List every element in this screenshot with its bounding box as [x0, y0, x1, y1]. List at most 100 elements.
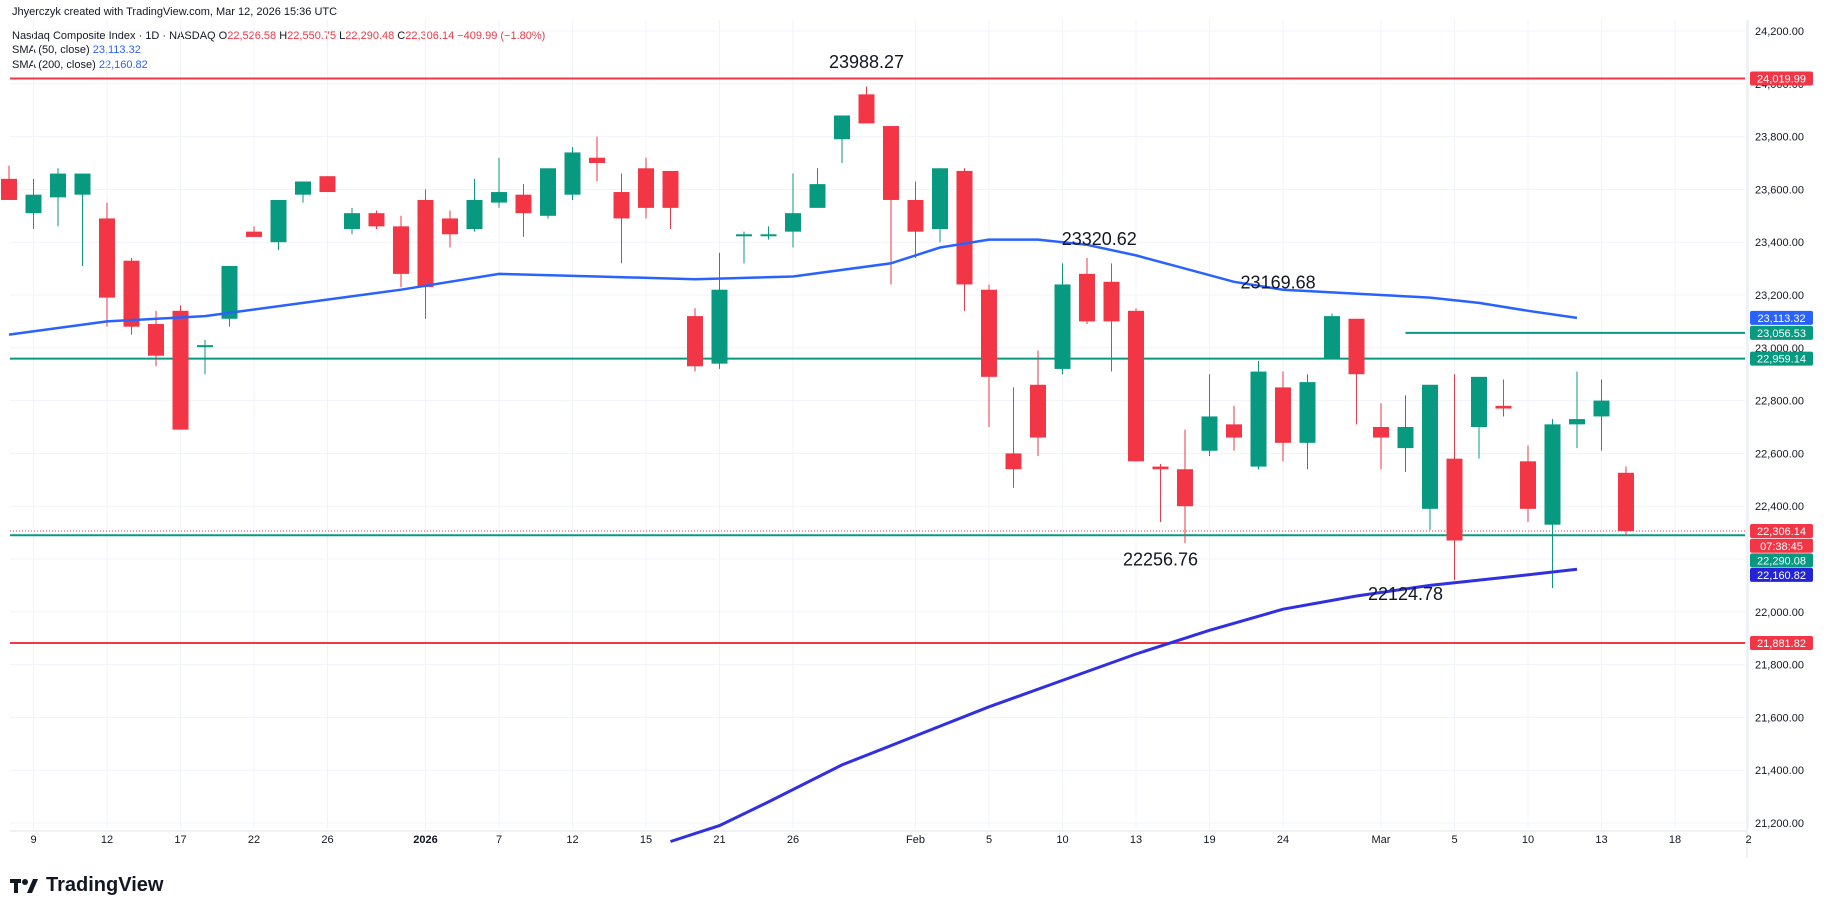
x-tick-label: 24	[1277, 834, 1289, 846]
x-tick-label: 12	[101, 834, 113, 846]
x-tick-label: 2026	[413, 834, 437, 846]
y-tick-label: 21,600.00	[1755, 712, 1804, 724]
candle-down	[858, 94, 875, 124]
x-tick-label: 2	[1745, 834, 1751, 846]
candle-up	[1201, 416, 1218, 451]
candle-up	[466, 199, 483, 229]
y-tick-label: 23,200.00	[1755, 290, 1804, 302]
candle-down	[172, 310, 189, 430]
y-tick-label: 24,200.00	[1755, 26, 1804, 38]
candle-up	[1250, 371, 1267, 467]
price-label: 22,959.14	[1757, 354, 1806, 366]
symbol-header: Nasdaq Composite Index · 1D · NASDAQ O22…	[12, 30, 545, 42]
tradingview-logo-icon	[10, 878, 38, 893]
sma50-legend[interactable]: SMA (50, close) 23,113.32	[12, 44, 141, 56]
y-tick-label: 21,200.00	[1755, 818, 1804, 830]
candle-up	[25, 194, 42, 214]
candle-down	[148, 324, 164, 356]
sma200-legend[interactable]: SMA (200, close) 22,160.82	[12, 59, 148, 71]
candle-down	[638, 168, 654, 208]
sma200-line	[670, 567, 1578, 843]
y-tick-label: 22,800.00	[1755, 396, 1804, 408]
y-tick-label: 21,400.00	[1755, 765, 1804, 777]
price-label: 23,056.53	[1757, 328, 1806, 340]
price-label: 07:38:45	[1760, 541, 1803, 553]
candle-down	[662, 170, 679, 208]
close-label: C	[397, 30, 406, 42]
candle-down	[442, 218, 458, 235]
price-labels: 24,019.99 23,113.32 23,056.53 22,959.14 22,3…	[1750, 71, 1813, 650]
sma200-label: SMA (200, close)	[12, 59, 96, 71]
candle-up	[1569, 419, 1585, 425]
y-tick-label: 22,000.00	[1755, 607, 1804, 619]
time-axis[interactable]: 9 12 17 22 26 2026 7 12 15 21 26 Feb 5 10 13 19 24 Mar 5 10…	[30, 834, 1751, 846]
annotations: 23988.27 23320.62 23169.68 22256.76 22124.78	[829, 52, 1443, 604]
candle-up	[1397, 427, 1414, 449]
candle-down	[1495, 405, 1512, 409]
low-label: L	[339, 30, 346, 42]
close-value: 22,306.14	[405, 30, 455, 42]
sma50-value: 23,113.32	[92, 44, 141, 56]
candle-down	[1275, 387, 1291, 443]
candle-up	[74, 173, 91, 195]
price-annotation: 23988.27	[829, 52, 904, 72]
candle-up	[491, 192, 507, 203]
price-label-bg	[1750, 553, 1813, 568]
price-label: 24,019.99	[1757, 74, 1806, 86]
candle-up	[344, 213, 360, 229]
candle-down	[956, 170, 973, 285]
candle-down	[1520, 461, 1536, 509]
high-value: 22,550.75	[287, 30, 337, 42]
price-annotation: 23169.68	[1241, 272, 1316, 292]
candle-down	[981, 289, 997, 377]
x-tick-label: 17	[174, 834, 186, 846]
open-label: O	[218, 30, 228, 42]
candle-down	[319, 176, 336, 193]
candle-down	[1103, 281, 1120, 322]
price-axis[interactable]: 24,200.0024,000.0023,800.0023,600.0023,4…	[1755, 26, 1804, 830]
candle-down	[393, 226, 409, 274]
open-value: 22,526.58	[227, 30, 277, 42]
price-label: 22,160.82	[1757, 570, 1806, 582]
price-label-bg	[1750, 635, 1813, 650]
tradingview-logo[interactable]: TradingView	[10, 874, 163, 897]
x-tick-label: 21	[713, 834, 725, 846]
high-label: H	[279, 30, 288, 42]
x-tick-label: 13	[1130, 834, 1142, 846]
candle-up	[540, 168, 556, 216]
candle-down	[123, 260, 140, 327]
candle-down	[589, 157, 605, 163]
candle-down	[1177, 469, 1193, 507]
x-tick-label: 13	[1595, 834, 1607, 846]
y-tick-label: 23,800.00	[1755, 132, 1804, 144]
candle-up	[50, 173, 66, 198]
price-label: 23,113.32	[1757, 313, 1805, 325]
candle-down	[1079, 273, 1095, 322]
candle-up	[711, 289, 728, 364]
candle-up	[785, 213, 801, 232]
candle-up	[834, 115, 850, 140]
candle-up	[197, 345, 213, 348]
sma200-value: 22,160.82	[98, 59, 148, 71]
candle-up	[221, 265, 238, 319]
symbol-name[interactable]: Nasdaq Composite Index · 1D · NASDAQ	[12, 30, 216, 42]
candle-down	[515, 194, 532, 214]
price-label-bg	[1750, 71, 1813, 86]
candle-down	[368, 213, 385, 227]
x-tick-label: 26	[787, 834, 799, 846]
candle-up	[564, 152, 581, 195]
candle-down	[1618, 472, 1634, 531]
candle-down	[246, 231, 262, 237]
x-tick-label: Mar	[1372, 834, 1391, 846]
x-tick-label: 12	[566, 834, 578, 846]
x-tick-label: 22	[248, 834, 260, 846]
y-tick-label: 21,800.00	[1755, 660, 1804, 672]
grid-lines	[10, 20, 1749, 858]
x-tick-label: 9	[30, 834, 36, 846]
candle-down	[883, 126, 899, 200]
price-label-bg	[1750, 351, 1813, 366]
price-label: 22,306.14	[1757, 526, 1806, 538]
sma50-line	[8, 238, 1578, 336]
candle-up	[1299, 382, 1316, 443]
